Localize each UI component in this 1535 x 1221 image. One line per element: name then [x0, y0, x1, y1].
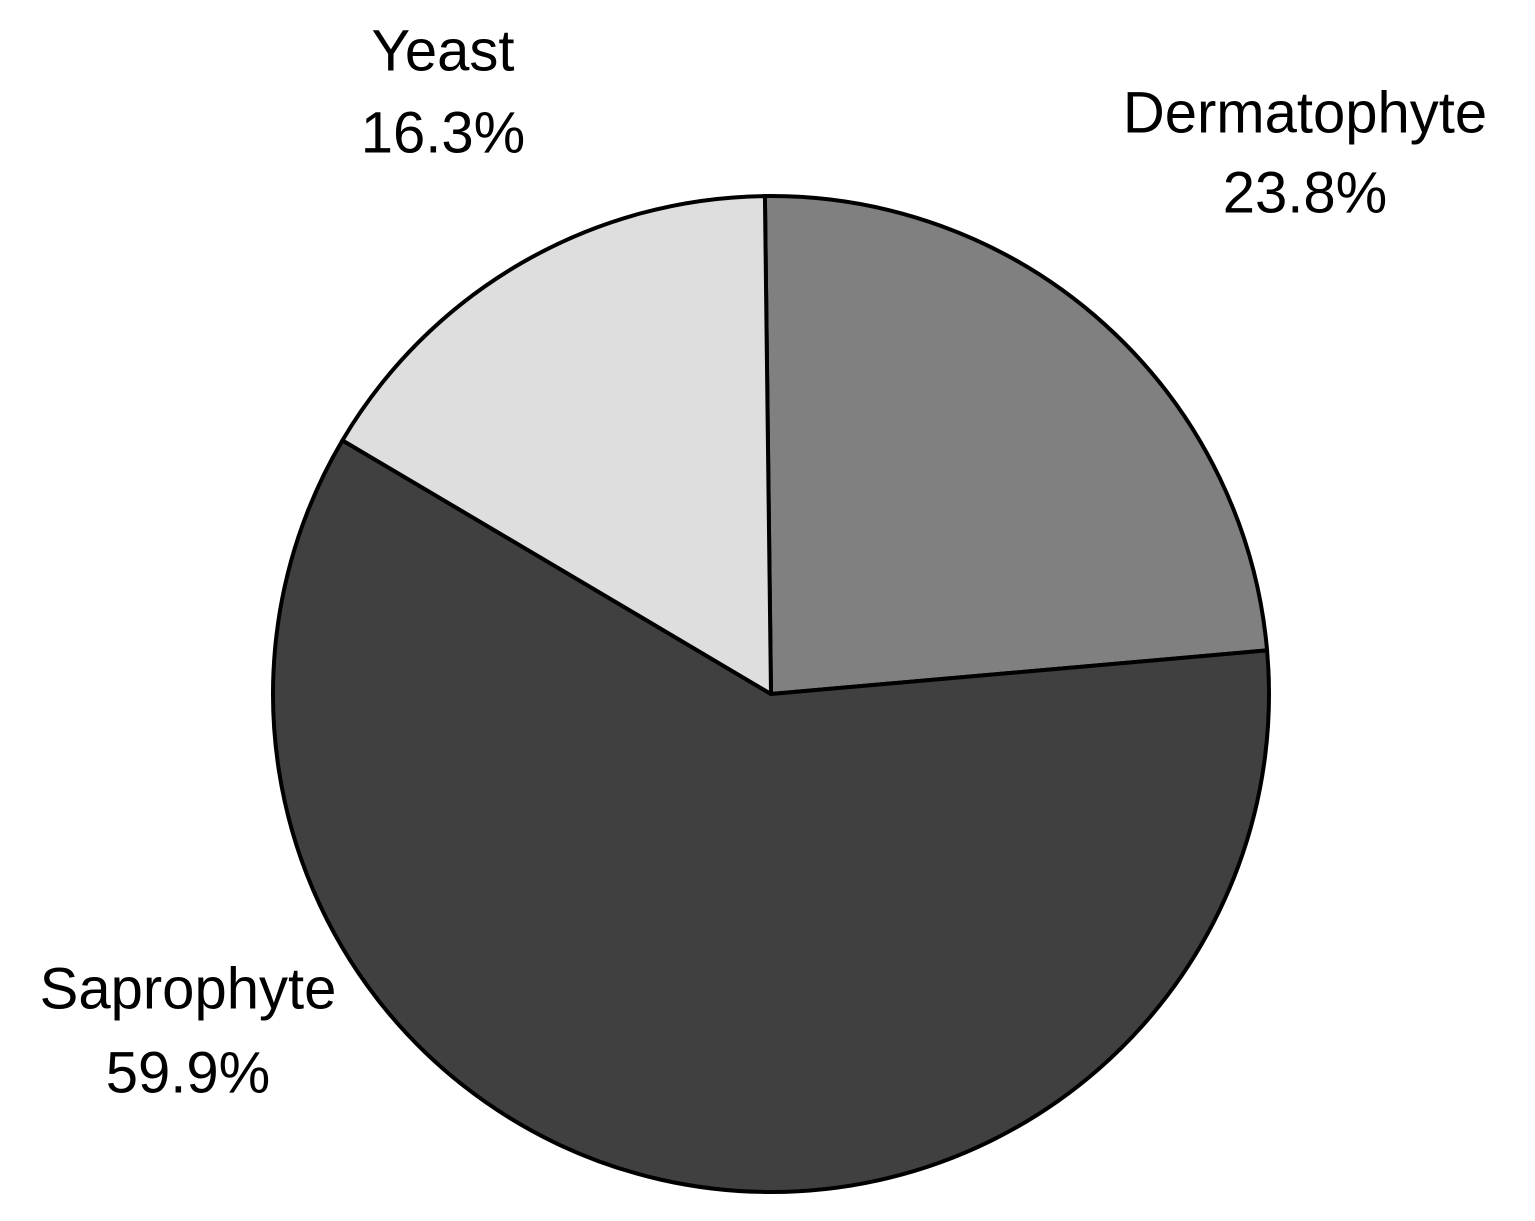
slice-value-label: 16.3%: [361, 100, 525, 165]
slice-value-label: 23.8%: [1223, 160, 1387, 225]
pie-slice: [762, 194, 1270, 696]
slice-label: Saprophyte: [40, 956, 337, 1021]
slice-label: Yeast: [372, 18, 515, 83]
slice-value-label: 59.9%: [106, 1040, 270, 1105]
slice-label: Dermatophyte: [1123, 80, 1487, 145]
pie-slice: [340, 194, 773, 696]
pie-slice: [271, 438, 1271, 1194]
